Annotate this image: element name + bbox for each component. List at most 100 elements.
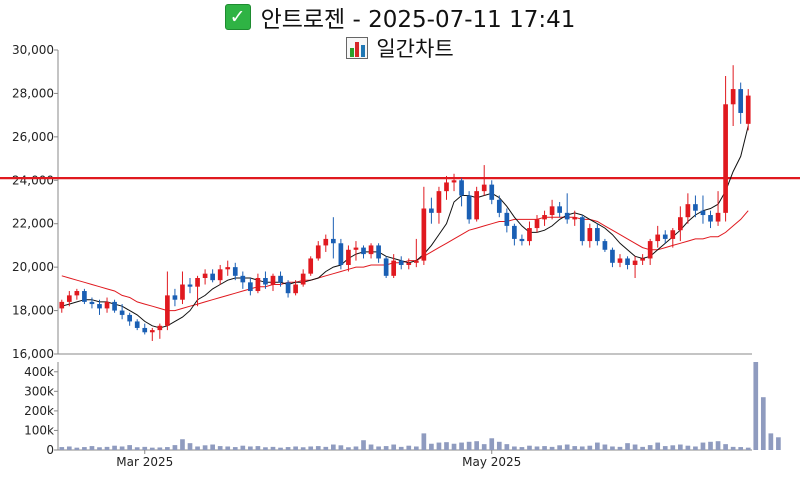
candle-body	[74, 291, 80, 296]
volume-bar	[481, 444, 487, 450]
candle-body	[587, 228, 593, 242]
price-y-tick-label: 20,000	[12, 260, 54, 274]
volume-bar	[496, 441, 502, 450]
volume-bar	[723, 444, 728, 450]
volume-bar	[232, 447, 238, 450]
volume-bar	[459, 442, 464, 450]
volume-bar	[300, 447, 306, 450]
volume-bar	[534, 446, 540, 450]
candle-body	[202, 273, 208, 278]
candle-body	[715, 212, 721, 222]
volume-bar	[527, 445, 532, 450]
candle-body	[338, 243, 344, 265]
volume-bar	[225, 446, 231, 450]
volume-bar	[315, 446, 321, 450]
candle-body	[444, 182, 449, 192]
candle-body	[723, 104, 728, 213]
candle-body	[564, 212, 570, 220]
chart-subtitle: 일간차트	[0, 34, 800, 62]
candle-body	[572, 217, 578, 220]
volume-bar	[59, 447, 65, 450]
volume-bar	[255, 446, 261, 450]
candle-body	[542, 215, 547, 220]
candle-body	[745, 95, 751, 124]
candle-body	[142, 327, 148, 333]
candle-body	[579, 217, 585, 242]
candle-body	[398, 260, 404, 265]
volume-bar	[436, 442, 442, 450]
volume-bar	[187, 443, 193, 450]
candle-body	[602, 241, 608, 250]
volume-bar	[376, 446, 381, 450]
volume-bar	[165, 447, 170, 450]
candle-body	[647, 241, 653, 259]
volume-bar	[625, 443, 630, 450]
chart-title-text: 안트로젠 - 2025-07-11 17:41	[260, 7, 576, 33]
volume-bar	[542, 446, 547, 450]
date-x-tick-label: Mar 2025	[116, 455, 173, 469]
candle-body	[240, 275, 246, 283]
candle-body	[89, 301, 95, 305]
volume-bar	[323, 446, 329, 450]
candle-body	[225, 267, 231, 270]
candle-body	[293, 284, 298, 294]
volume-bar	[512, 446, 517, 450]
volume-bar	[776, 437, 781, 450]
volume-bar	[240, 445, 246, 450]
bar-chart-icon	[346, 37, 369, 59]
volume-bar	[753, 362, 759, 450]
volume-bar	[632, 444, 638, 450]
volume-bar	[97, 447, 102, 450]
volume-bar	[180, 439, 185, 450]
candle-body	[459, 180, 464, 196]
volume-y-tick-label: 200k	[24, 404, 54, 418]
candle-body	[391, 260, 397, 276]
candle-body	[413, 260, 419, 263]
candle-body	[285, 282, 291, 294]
volume-bar	[760, 397, 766, 450]
candle-body	[353, 247, 359, 250]
check-mark-icon: ✓	[224, 4, 251, 30]
volume-y-tick-label: 0	[46, 443, 54, 457]
candle-body	[59, 301, 65, 309]
volume-bar	[655, 442, 661, 450]
volume-bar	[74, 447, 80, 450]
candle-body	[346, 249, 351, 265]
candle-body	[315, 245, 321, 259]
candle-body	[330, 238, 336, 244]
volume-bar	[768, 433, 774, 450]
candle-body	[700, 210, 706, 216]
candle-body	[534, 219, 540, 229]
candle-body	[670, 230, 676, 239]
candle-body	[232, 267, 238, 276]
volume-bar	[127, 445, 133, 450]
volume-bar	[647, 445, 653, 450]
candle-body	[104, 301, 110, 309]
volume-bar	[730, 446, 736, 450]
candle-body	[97, 304, 102, 309]
candle-body	[610, 249, 615, 263]
volume-bar	[466, 441, 472, 450]
volume-bar	[708, 441, 713, 450]
candle-body	[730, 89, 736, 105]
candle-body	[180, 284, 185, 300]
volume-bar	[406, 445, 412, 450]
volume-bar	[519, 447, 525, 450]
volume-bar	[685, 445, 691, 450]
candle-body	[248, 282, 253, 292]
candle-body	[617, 258, 623, 263]
candle-body	[187, 284, 193, 287]
volume-bar	[172, 445, 178, 450]
candle-body	[519, 238, 525, 242]
volume-bar	[745, 447, 751, 450]
candle-body	[429, 208, 434, 213]
volume-bar	[610, 446, 615, 450]
volume-bar	[595, 442, 600, 450]
volume-bar	[670, 445, 676, 450]
price-y-tick-label: 22,000	[12, 217, 54, 231]
volume-bar	[451, 443, 457, 450]
volume-bar	[361, 440, 366, 450]
candle-body	[172, 295, 178, 300]
volume-bar	[149, 447, 155, 450]
